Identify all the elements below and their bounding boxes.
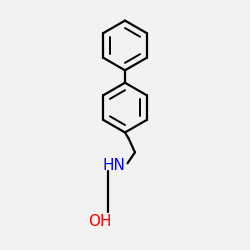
Text: OH: OH [88,214,112,230]
Text: HN: HN [102,158,125,173]
